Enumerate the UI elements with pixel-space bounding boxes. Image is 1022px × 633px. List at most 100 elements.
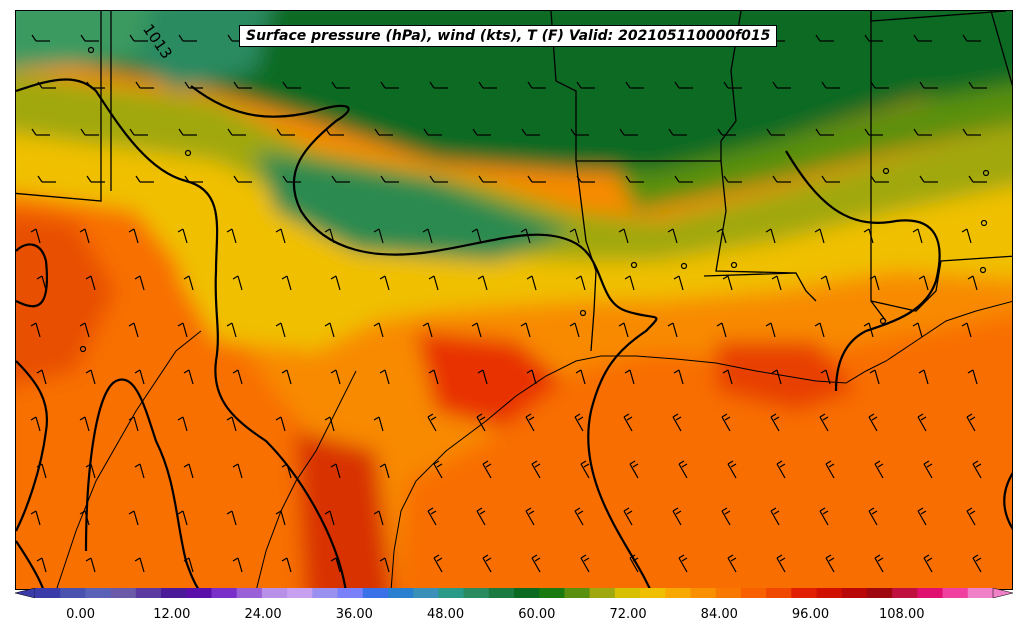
wind-barb — [525, 413, 535, 432]
wind-barb — [721, 413, 731, 432]
temperature-colorbar — [15, 588, 1013, 598]
wind-barb — [625, 175, 644, 183]
wind-barb — [177, 322, 188, 338]
wind-barb — [531, 460, 541, 479]
wind-barb — [574, 413, 584, 432]
wind-barb — [324, 228, 335, 244]
wind-barb — [232, 275, 243, 291]
wind-barb — [814, 322, 825, 338]
wind-barb — [85, 369, 96, 385]
wind-barb — [961, 322, 972, 338]
wind-barb — [531, 554, 541, 573]
colorbar-segment — [337, 588, 364, 598]
wind-barb — [227, 128, 246, 136]
wind-barb — [177, 228, 188, 244]
wind-barb — [330, 275, 341, 291]
colorbar-segment — [362, 588, 389, 598]
wind-barb — [429, 175, 448, 183]
colorbar-segment — [135, 588, 162, 598]
wind-barb — [379, 557, 390, 573]
wind-barb — [177, 416, 188, 432]
wind-barb — [134, 275, 145, 291]
wind-barb — [128, 322, 139, 338]
wind-barb — [373, 228, 384, 244]
wind-barb — [79, 510, 90, 526]
wind-barb — [36, 369, 47, 385]
colorbar-extend-low — [15, 588, 36, 598]
wind-barb — [972, 554, 982, 573]
wind-barb — [772, 175, 791, 183]
wind-barb — [766, 128, 785, 136]
wind-barb — [422, 228, 433, 244]
wind-barb — [717, 128, 736, 136]
colorbar-segment — [161, 588, 187, 598]
temperature-field — [16, 11, 1012, 589]
wind-barb — [722, 275, 733, 291]
wind-barb — [912, 228, 923, 244]
wind-barb — [525, 507, 535, 526]
wind-barb — [814, 228, 825, 244]
wind-barb — [678, 460, 688, 479]
wind-barb — [85, 275, 96, 291]
wind-barb — [135, 81, 154, 89]
wind-barb — [527, 175, 546, 183]
wind-barb — [478, 175, 497, 183]
colorbar-tick-label: 96.00 — [791, 607, 830, 622]
wind-barb — [379, 275, 390, 291]
wind-barb — [232, 463, 243, 479]
wind-barb — [815, 34, 834, 42]
wind-barb — [85, 463, 96, 479]
colorbar-segment — [589, 588, 616, 598]
wind-barb — [672, 413, 682, 432]
wind-barb — [482, 554, 492, 573]
colorbar-segment — [791, 588, 818, 598]
wind-barb — [226, 510, 237, 526]
wind-barb — [482, 460, 492, 479]
wind-barb — [874, 460, 884, 479]
wind-barb — [575, 369, 586, 385]
colorbar-extend-high — [992, 588, 1013, 598]
wind-barb — [472, 128, 491, 136]
wind-barb — [667, 322, 678, 338]
wind-barb — [281, 463, 292, 479]
wind-barb — [433, 554, 443, 573]
wind-barb — [623, 413, 633, 432]
wind-barb — [281, 557, 292, 573]
wind-barb — [580, 554, 590, 573]
wind-barb — [281, 275, 292, 291]
colorbar-segment — [312, 588, 339, 598]
wind-barb — [433, 460, 443, 479]
wind-barb — [128, 228, 139, 244]
wind-barb — [618, 322, 629, 338]
wind-barb — [727, 554, 737, 573]
wind-barb — [80, 128, 99, 136]
wind-barb — [869, 369, 880, 385]
colorbar-segment — [640, 588, 666, 598]
colorbar-segment — [387, 588, 414, 598]
wind-barb — [226, 416, 237, 432]
wind-barb — [178, 128, 197, 136]
wind-barb — [471, 228, 482, 244]
wind-barb — [37, 175, 56, 183]
wind-barb — [863, 322, 874, 338]
wind-barb — [134, 369, 145, 385]
wind-barb — [129, 128, 148, 136]
wind-barb — [476, 413, 486, 432]
wind-barb — [128, 416, 139, 432]
wind-barb — [374, 128, 393, 136]
wind-barb — [79, 322, 90, 338]
wind-barb — [521, 128, 540, 136]
wind-barb — [919, 81, 938, 89]
colorbar-tick-label: 60.00 — [518, 607, 556, 622]
wind-barb — [177, 510, 188, 526]
wind-barb — [129, 34, 148, 42]
colorbar-segment — [236, 588, 263, 598]
wind-barb — [772, 81, 791, 89]
colorbar-tick-label: 72.00 — [609, 607, 647, 622]
wind-barb — [919, 175, 938, 183]
wind-barb — [282, 175, 301, 183]
wind-barb — [674, 81, 693, 89]
wind-barb — [825, 554, 835, 573]
colorbar-segment — [614, 588, 641, 598]
wind-barb — [580, 460, 590, 479]
